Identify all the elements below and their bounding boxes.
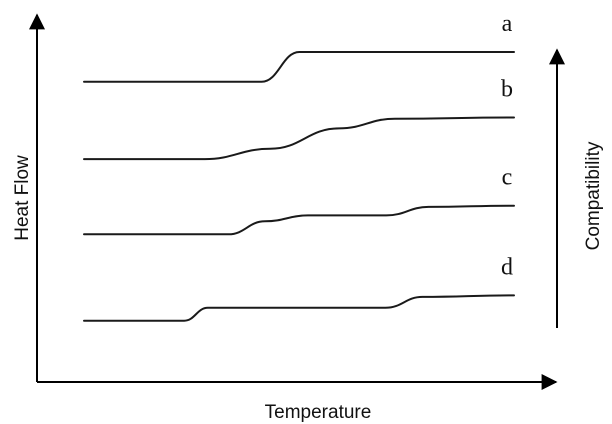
curve-label-d: d — [501, 254, 513, 280]
x-axis-title: Temperature — [265, 402, 372, 423]
y-axis-title: Heat Flow — [12, 155, 33, 241]
curve-d — [83, 294, 515, 322]
curve-label-c: c — [502, 165, 513, 191]
curve-label-a: a — [502, 11, 513, 37]
curve-b — [83, 116, 515, 161]
curves-group — [83, 51, 515, 322]
curve-c — [83, 204, 515, 236]
curve-a — [83, 51, 515, 83]
curve-labels-group: a b c d — [501, 11, 513, 280]
compatibility-label: Compatibility — [583, 141, 604, 250]
curve-label-b: b — [501, 77, 513, 103]
